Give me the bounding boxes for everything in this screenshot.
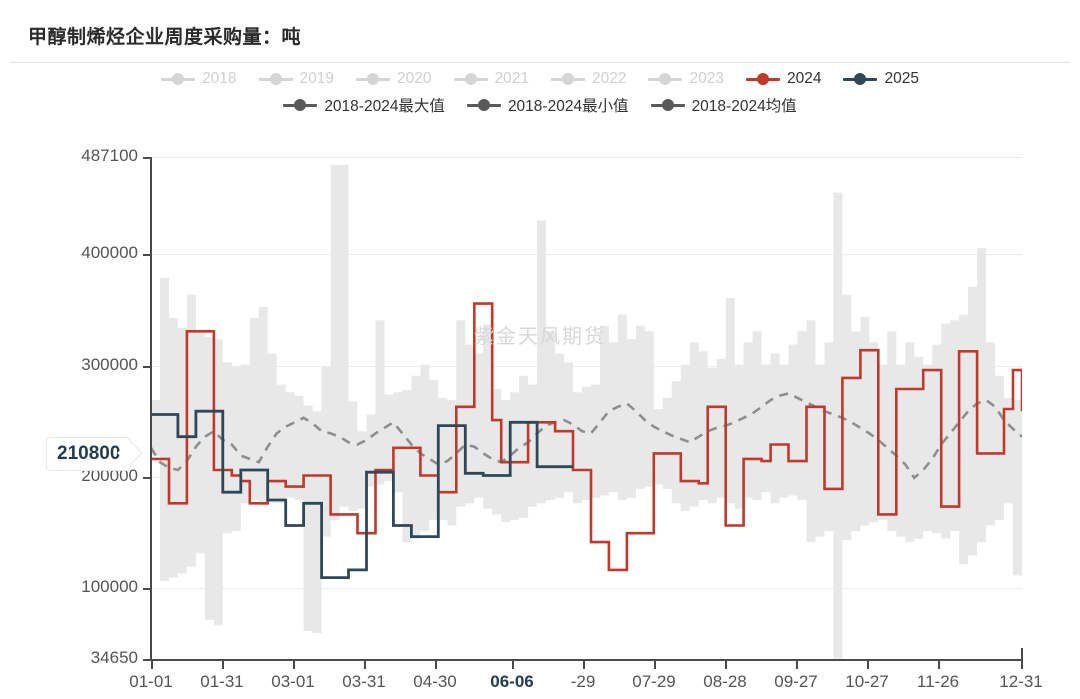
legend-marker-icon — [161, 71, 196, 87]
x-tick-mark — [654, 660, 656, 669]
chart-legend: 2018 2019 2020 2021 2022 2023 2024 2025 2018-20… — [0, 66, 1080, 118]
legend-marker-icon — [745, 71, 780, 87]
x-tick-mark — [364, 660, 366, 669]
y-axis-label-34650: 34650 — [90, 648, 138, 667]
x-tick-mark — [293, 660, 295, 669]
y-tick-mark — [143, 157, 151, 159]
legend-label: 2021 — [494, 70, 529, 87]
legend-label: 2023 — [689, 70, 724, 87]
legend-marker-icon — [648, 71, 683, 87]
legend-marker-icon — [843, 71, 878, 87]
legend-item-2018[interactable]: 2018 — [161, 70, 237, 88]
x-axis-label-04-30: 04-30 — [413, 672, 457, 691]
x-axis-label-09-27: 09-27 — [774, 672, 818, 691]
legend-label: 2018-2024最大值 — [324, 98, 445, 115]
legend-item-2018-2024最小值[interactable]: 2018-2024最小值 — [466, 94, 629, 116]
x-axis-label-11-26: 11-26 — [916, 672, 960, 691]
legend-item-2019[interactable]: 2019 — [258, 70, 335, 88]
y-tick-mark — [143, 588, 151, 590]
x-axis-line — [150, 659, 1022, 661]
legend-item-2018-2024均值[interactable]: 2018-2024均值 — [650, 94, 797, 116]
x-tick-mark — [151, 660, 153, 669]
legend-label: 2019 — [299, 70, 335, 87]
series-line-2024 — [151, 302, 1022, 572]
legend-item-2021[interactable]: 2021 — [453, 70, 529, 88]
x-axis-label-12-31: 12-31 — [999, 672, 1043, 691]
gridline-487100 — [151, 157, 1022, 158]
x-tick-mark — [796, 660, 798, 669]
y-axis-label-487100: 487100 — [81, 146, 138, 165]
legend-marker-icon — [650, 97, 685, 113]
x-tick-mark — [512, 660, 514, 669]
x-tick-mark — [725, 660, 727, 669]
legend-marker-icon — [283, 97, 318, 113]
x-axis-label-03-31: 03-31 — [342, 672, 386, 691]
x-tick-mark — [435, 660, 437, 669]
x-tick-mark — [583, 660, 585, 669]
y-tick-mark — [143, 254, 151, 256]
legend-row-primary: 2018 2019 2020 2021 2022 2023 2024 2025 — [0, 66, 1080, 92]
legend-marker-icon — [356, 71, 391, 87]
series-line-2025 — [151, 409, 573, 579]
x-tick-mark — [222, 660, 224, 669]
legend-item-2022[interactable]: 2022 — [551, 70, 626, 88]
legend-label: 2020 — [397, 70, 432, 87]
legend-label: 2018 — [202, 70, 237, 87]
legend-marker-icon — [466, 97, 501, 113]
legend-item-2025[interactable]: 2025 — [843, 70, 919, 88]
x-axis-label-06-06: 06-06 — [490, 672, 534, 691]
y-axis-line — [150, 157, 152, 660]
x-tick-mark — [938, 660, 940, 669]
x-axis-label-07-29: 07-29 — [632, 672, 676, 691]
highlight-value-tag: 210800 — [46, 437, 132, 471]
legend-item-2018-2024最大值[interactable]: 2018-2024最大值 — [283, 94, 445, 116]
legend-marker-icon — [258, 71, 293, 87]
y-tick-mark — [143, 366, 151, 368]
legend-label: 2025 — [884, 70, 919, 87]
y-axis-label-300000: 300000 — [81, 355, 138, 374]
title-divider — [10, 62, 1070, 63]
x-axis-label-01-31: 01-31 — [200, 672, 244, 691]
y-axis-label-400000: 400000 — [81, 243, 138, 262]
y-tick-mark — [143, 477, 151, 479]
series-range-band — [151, 164, 1022, 659]
legend-label: 2018-2024最小值 — [507, 98, 629, 115]
x-axis-right-cap — [1021, 648, 1023, 660]
x-axis-label-06-29: -29 — [570, 672, 596, 691]
x-axis-label-08-28: 08-28 — [703, 672, 747, 691]
x-axis-label-03-01: 03-01 — [271, 672, 315, 691]
page-title: 甲醇制烯烃企业周度采购量：吨 — [28, 27, 302, 48]
legend-marker-icon — [453, 71, 488, 87]
legend-marker-icon — [551, 71, 585, 87]
legend-label: 2024 — [786, 70, 822, 87]
legend-item-2024[interactable]: 2024 — [745, 70, 822, 88]
x-tick-mark — [867, 660, 869, 669]
y-axis-label-100000: 100000 — [81, 577, 138, 596]
legend-label: 2022 — [592, 70, 627, 87]
legend-row-statistics: 2018-2024最大值 2018-2024最小值 2018-2024均值 — [0, 92, 1080, 118]
gridline-400000 — [151, 254, 1022, 255]
legend-label: 2018-2024均值 — [691, 98, 797, 115]
y-tick-mark — [143, 659, 151, 661]
x-axis-label-01-01: 01-01 — [129, 672, 173, 691]
legend-item-2023[interactable]: 2023 — [648, 70, 724, 88]
x-tick-mark — [1021, 660, 1023, 669]
x-axis-label-10-27: 10-27 — [845, 672, 889, 691]
legend-item-2020[interactable]: 2020 — [356, 70, 432, 88]
gridline-100000 — [151, 588, 1022, 589]
gridline-300000 — [151, 366, 1022, 367]
